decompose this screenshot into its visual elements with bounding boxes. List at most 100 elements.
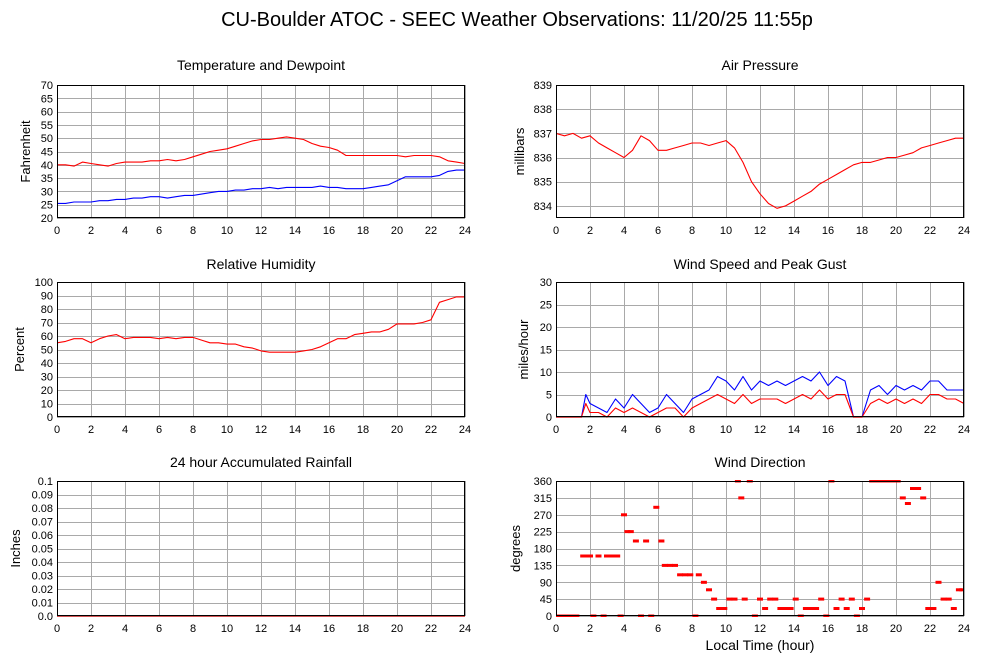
y-tick-label: 65 [41, 93, 53, 105]
x-tick-label: 14 [788, 623, 800, 635]
y-axis-label: Inches [8, 529, 23, 568]
y-tick-label: 0 [546, 611, 552, 623]
series-line-1 [556, 389, 964, 418]
x-tick-label: 10 [221, 623, 233, 635]
x-tick-label: 18 [856, 623, 868, 635]
series-line-0 [57, 296, 465, 353]
data-point [695, 573, 702, 577]
gridlines [556, 85, 965, 218]
chart-title: Relative Humidity [207, 256, 316, 272]
y-tick-label: 0.03 [32, 571, 53, 583]
x-tick-label: 16 [822, 623, 834, 635]
data-point [757, 597, 763, 601]
y-tick-label: 225 [534, 527, 552, 539]
data-point [653, 505, 660, 509]
plot-frame [556, 85, 964, 218]
page-title: CU-Boulder ATOC - SEEC Weather Observati… [221, 9, 813, 31]
data-point [666, 563, 673, 567]
x-tick-label: 12 [255, 424, 267, 436]
data-point [935, 580, 942, 584]
data-point [772, 597, 779, 601]
x-tick-label: 22 [924, 225, 936, 237]
data-point [910, 487, 916, 490]
x-tick-label: 22 [425, 225, 437, 237]
data-point [661, 563, 668, 567]
y-tick-label: 0.08 [32, 503, 53, 515]
y-tick-label: 0 [546, 412, 552, 424]
x-tick-label: 8 [190, 424, 196, 436]
y-tick-label: 135 [534, 560, 552, 572]
plot-frame [57, 481, 465, 616]
x-tick-label: 22 [924, 623, 936, 635]
x-tick-label: 6 [156, 623, 162, 635]
y-tick-label: 0.07 [32, 517, 53, 529]
y-tick-label: 834 [534, 201, 552, 213]
y-tick-label: 35 [41, 173, 53, 185]
x-tick-label: 8 [689, 225, 695, 237]
data-point [643, 539, 650, 543]
data-point [782, 607, 789, 610]
y-tick-label: 0.0 [38, 611, 53, 623]
y-tick-label: 50 [41, 345, 53, 357]
y-tick-label: 60 [41, 107, 53, 119]
x-tick-label: 14 [289, 225, 301, 237]
series-line-1 [57, 169, 465, 204]
series-line-0 [57, 136, 465, 167]
x-tick-label: 2 [88, 424, 94, 436]
data-point [843, 607, 850, 610]
y-tick-label: 45 [41, 147, 53, 159]
x-tick-label: 4 [122, 424, 128, 436]
data-point [726, 597, 733, 601]
data-point [677, 573, 684, 577]
data-point [833, 607, 840, 610]
x-tick-label: 8 [689, 623, 695, 635]
y-tick-label: 80 [41, 304, 53, 316]
x-tick-label: 6 [655, 225, 661, 237]
y-tick-label: 30 [41, 372, 53, 384]
x-tick-label: 6 [655, 623, 661, 635]
x-tick-label: 14 [788, 225, 800, 237]
gridlines [556, 282, 965, 418]
plot-frame [556, 282, 964, 417]
y-tick-label: 5 [546, 390, 552, 402]
x-tick-label: 22 [924, 424, 936, 436]
data-point [859, 607, 865, 610]
x-tick-label: 2 [587, 225, 593, 237]
x-tick-label: 18 [856, 424, 868, 436]
y-tick-label: 25 [41, 200, 53, 212]
y-tick-label: 0.01 [32, 598, 53, 610]
data-point [614, 554, 621, 558]
y-tick-label: 10 [41, 399, 53, 411]
y-tick-label: 100 [35, 277, 53, 289]
data-point [700, 580, 707, 584]
y-tick-label: 838 [534, 104, 552, 116]
y-tick-label: 315 [534, 493, 552, 505]
x-tick-label: 2 [587, 424, 593, 436]
x-tick-label: 20 [391, 225, 403, 237]
y-tick-label: 20 [41, 385, 53, 397]
chart-title: Wind Direction [714, 454, 805, 470]
y-tick-label: 45 [540, 594, 552, 606]
chart-title: Wind Speed and Peak Gust [674, 256, 847, 272]
y-axis-label: Fahrenheit [18, 120, 33, 183]
data-point [687, 573, 694, 577]
x-tick-label: 4 [621, 424, 627, 436]
data-point [595, 554, 602, 558]
x-tick-label: 10 [720, 623, 732, 635]
data-point [915, 487, 922, 490]
y-tick-label: 50 [41, 133, 53, 145]
data-point [627, 530, 634, 534]
data-point [950, 607, 957, 610]
series-line-0 [556, 371, 964, 418]
x-tick-label: 12 [255, 225, 267, 237]
data-point [930, 607, 937, 610]
x-tick-label: 14 [289, 424, 301, 436]
y-tick-label: 40 [41, 358, 53, 370]
x-tick-label: 14 [788, 424, 800, 436]
x-tick-label: 14 [289, 623, 301, 635]
